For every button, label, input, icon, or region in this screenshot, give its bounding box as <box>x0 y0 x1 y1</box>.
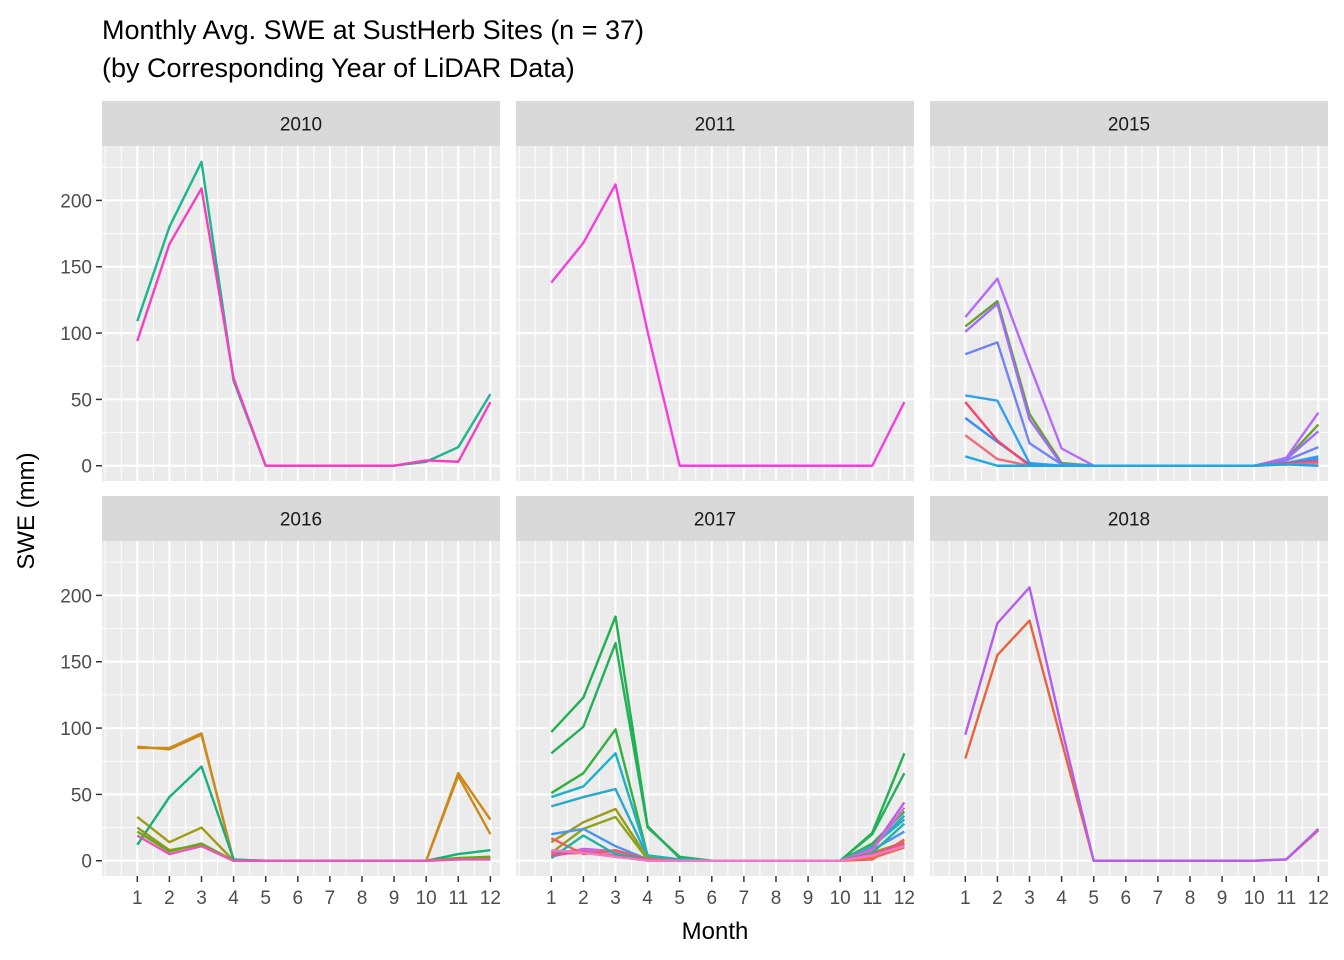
series-line <box>964 586 1320 862</box>
x-tick-label: 2 <box>578 888 589 909</box>
x-tick-label: 5 <box>260 888 271 909</box>
facet-strip <box>930 101 1328 146</box>
panel-background <box>102 146 500 481</box>
x-tick-label: 11 <box>1276 888 1296 909</box>
x-tick-label: 7 <box>739 888 750 909</box>
panel-background <box>102 541 500 876</box>
x-tick-label: 12 <box>480 888 501 909</box>
x-tick-label: 4 <box>1056 888 1067 909</box>
y-tick-label: 150 <box>60 653 92 674</box>
facet-strip-label: 2015 <box>1108 115 1150 136</box>
x-tick-label: 6 <box>293 888 304 909</box>
facet-strip-label: 2016 <box>280 510 322 531</box>
x-tick-label: 7 <box>1153 888 1164 909</box>
panel-background <box>516 146 914 481</box>
x-tick-label: 8 <box>1185 888 1196 909</box>
y-tick-label: 50 <box>71 390 92 411</box>
series-lines <box>136 160 492 467</box>
y-tick-label: 150 <box>60 258 92 279</box>
x-tick-label: 5 <box>674 888 685 909</box>
y-tick-label: 200 <box>60 191 92 212</box>
y-tick-label: 200 <box>60 586 92 607</box>
x-tick-label: 8 <box>357 888 368 909</box>
panel-background <box>930 146 1328 481</box>
facet-strip <box>930 496 1328 541</box>
y-tick-label: 0 <box>81 852 92 873</box>
x-tick-label: 1 <box>132 888 143 909</box>
x-tick-label: 4 <box>642 888 653 909</box>
facet-panels: 2010 0 50 100 150 200 2011 2015 2016 0 50 100 150 200… <box>60 101 1329 909</box>
x-tick-label: 7 <box>325 888 336 909</box>
series-lines <box>550 183 906 467</box>
x-axis-title: Month <box>682 918 749 945</box>
series-line <box>964 455 1319 467</box>
x-tick-label: 10 <box>416 888 437 909</box>
panel-background <box>930 541 1328 876</box>
y-tick-label: 100 <box>60 324 92 345</box>
y-axis-title: SWE (mm) <box>13 452 40 569</box>
series-line <box>550 183 906 467</box>
series-lines <box>136 732 492 862</box>
x-tick-label: 1 <box>960 888 971 909</box>
facet-strip-label: 2010 <box>280 115 322 136</box>
facet-strip-label: 2017 <box>694 510 736 531</box>
facet-panel-2010: 2010 0 50 100 150 200 <box>60 101 500 481</box>
x-tick-label: 10 <box>830 888 851 909</box>
x-tick-label: 3 <box>196 888 207 909</box>
x-tick-label: 3 <box>1024 888 1035 909</box>
x-tick-label: 6 <box>707 888 718 909</box>
x-tick-label: 9 <box>1217 888 1228 909</box>
facet-strip-label: 2011 <box>695 115 736 136</box>
facet-panel-2015: 2015 <box>930 101 1328 481</box>
x-tick-label: 9 <box>389 888 400 909</box>
x-tick-label: 9 <box>803 888 814 909</box>
series-lines <box>550 615 906 862</box>
x-tick-label: 12 <box>894 888 915 909</box>
facet-strip <box>102 496 500 541</box>
x-tick-label: 4 <box>228 888 239 909</box>
facet-strip <box>516 496 914 541</box>
y-tick-label: 100 <box>60 719 92 740</box>
x-tick-label: 12 <box>1308 888 1329 909</box>
y-tick-label: 0 <box>81 457 92 478</box>
chart-subtitle: (by Corresponding Year of LiDAR Data) <box>102 53 575 83</box>
x-tick-label: 11 <box>448 888 468 909</box>
series-line <box>136 834 491 862</box>
facet-strip <box>516 101 914 146</box>
x-tick-label: 2 <box>992 888 1003 909</box>
y-tick-label: 50 <box>71 785 92 806</box>
panel-background <box>516 541 914 876</box>
facet-panel-2011: 2011 <box>516 101 914 481</box>
x-tick-label: 3 <box>610 888 621 909</box>
x-tick-label: 8 <box>771 888 782 909</box>
series-line <box>136 187 492 467</box>
chart-title: Monthly Avg. SWE at SustHerb Sites (n = … <box>102 15 644 45</box>
x-tick-label: 11 <box>862 888 882 909</box>
x-tick-label: 2 <box>164 888 175 909</box>
facet-strip-label: 2018 <box>1108 510 1150 531</box>
series-lines <box>964 277 1320 467</box>
facet-strip <box>102 101 500 146</box>
x-tick-label: 1 <box>546 888 557 909</box>
series-lines <box>964 586 1320 862</box>
x-tick-label: 10 <box>1244 888 1265 909</box>
x-tick-label: 6 <box>1121 888 1132 909</box>
x-tick-label: 5 <box>1088 888 1099 909</box>
series-line <box>551 844 905 862</box>
